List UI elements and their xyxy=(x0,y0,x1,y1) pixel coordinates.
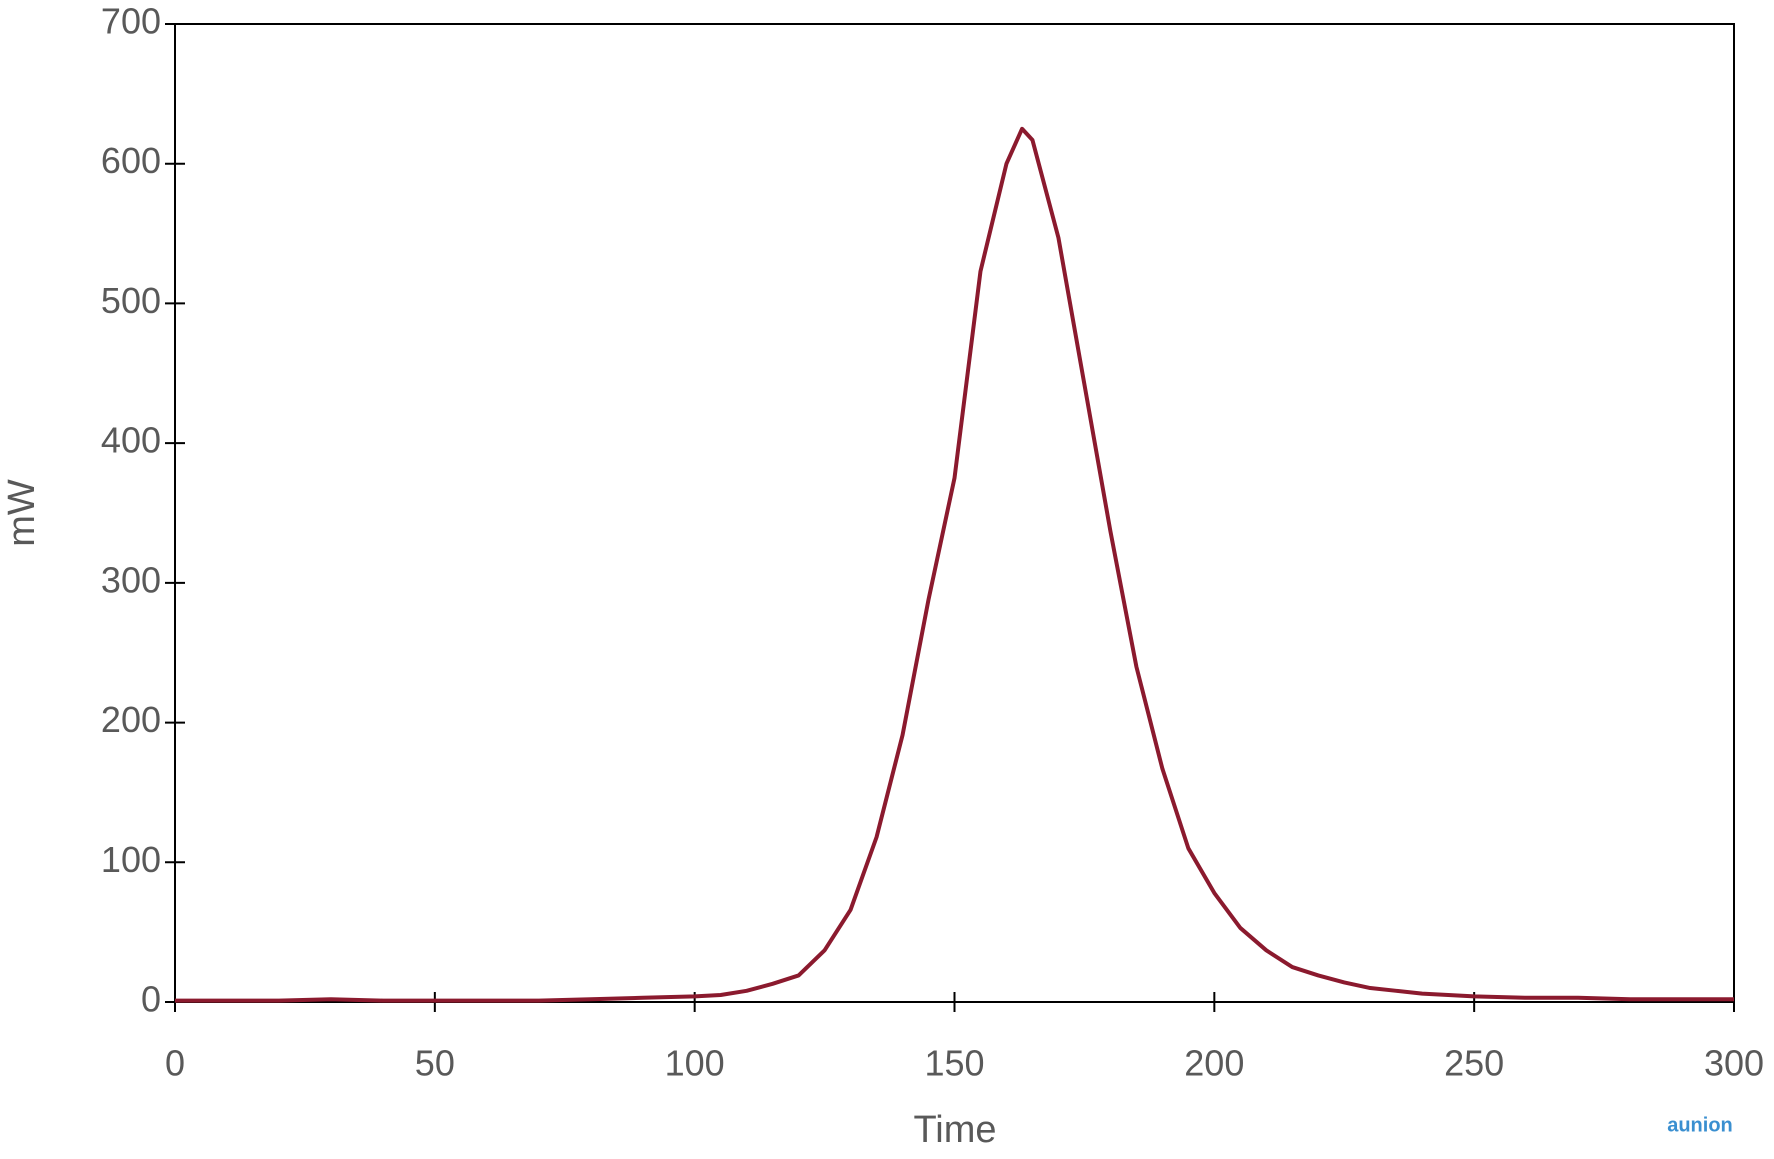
x-axis-label: Time xyxy=(913,1109,996,1151)
x-tick-label: 50 xyxy=(415,1043,455,1084)
x-tick-label: 150 xyxy=(924,1043,984,1084)
y-tick-label: 0 xyxy=(141,979,161,1020)
y-tick-label: 300 xyxy=(101,559,161,600)
y-tick-label: 600 xyxy=(101,140,161,181)
x-tick-label: 100 xyxy=(665,1043,725,1084)
data-line xyxy=(175,126,1734,1003)
y-tick-label: 100 xyxy=(101,839,161,880)
x-tick-label: 200 xyxy=(1184,1043,1244,1084)
y-axis-label: mW xyxy=(1,479,43,547)
y-tick-label: 200 xyxy=(101,699,161,740)
plot-frame xyxy=(174,23,1735,1003)
watermark: aunion xyxy=(1667,1114,1733,1136)
y-tick-label: 500 xyxy=(101,280,161,321)
y-tick-label: 700 xyxy=(101,1,161,42)
x-tick-label: 250 xyxy=(1444,1043,1504,1084)
x-tick-label: 0 xyxy=(165,1043,185,1084)
y-tick-label: 400 xyxy=(101,420,161,461)
x-tick-label: 300 xyxy=(1704,1043,1764,1084)
